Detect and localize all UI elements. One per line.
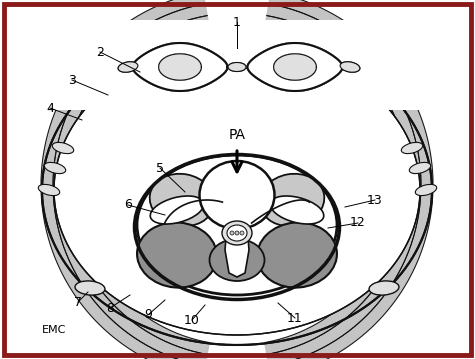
Polygon shape xyxy=(133,43,228,91)
Polygon shape xyxy=(247,43,342,91)
Ellipse shape xyxy=(75,281,105,295)
Polygon shape xyxy=(41,0,205,359)
Ellipse shape xyxy=(235,231,239,235)
Text: 10: 10 xyxy=(184,313,200,326)
Text: 4: 4 xyxy=(46,102,54,115)
Text: 11: 11 xyxy=(287,312,303,325)
Ellipse shape xyxy=(150,174,214,226)
Text: 8: 8 xyxy=(106,302,114,314)
Ellipse shape xyxy=(54,45,420,335)
Ellipse shape xyxy=(137,223,217,288)
Ellipse shape xyxy=(222,221,252,245)
Ellipse shape xyxy=(340,62,360,72)
Ellipse shape xyxy=(52,143,74,154)
Text: 9: 9 xyxy=(144,308,152,322)
Ellipse shape xyxy=(240,231,244,235)
Ellipse shape xyxy=(209,239,265,281)
Polygon shape xyxy=(225,225,249,277)
Ellipse shape xyxy=(200,161,275,229)
Polygon shape xyxy=(65,15,209,354)
Polygon shape xyxy=(267,4,421,359)
Polygon shape xyxy=(159,54,201,80)
Text: EMC: EMC xyxy=(42,325,66,335)
Text: 12: 12 xyxy=(350,216,366,229)
Polygon shape xyxy=(274,54,316,80)
Polygon shape xyxy=(247,43,342,91)
Text: 2: 2 xyxy=(96,46,104,59)
Ellipse shape xyxy=(230,231,234,235)
Ellipse shape xyxy=(228,62,246,71)
Text: PA: PA xyxy=(228,128,246,142)
Text: 6: 6 xyxy=(124,199,132,211)
Ellipse shape xyxy=(137,155,337,295)
Text: 3: 3 xyxy=(68,74,76,87)
Ellipse shape xyxy=(150,196,204,224)
Ellipse shape xyxy=(415,185,437,196)
Ellipse shape xyxy=(270,196,324,224)
Polygon shape xyxy=(269,0,433,359)
Ellipse shape xyxy=(260,174,324,226)
Ellipse shape xyxy=(118,62,138,72)
Polygon shape xyxy=(274,54,316,80)
Polygon shape xyxy=(265,15,409,354)
Ellipse shape xyxy=(340,62,360,72)
Text: 5: 5 xyxy=(156,162,164,174)
Polygon shape xyxy=(53,4,207,359)
Ellipse shape xyxy=(44,162,66,174)
Ellipse shape xyxy=(118,62,138,72)
Ellipse shape xyxy=(401,143,423,154)
Ellipse shape xyxy=(409,162,431,174)
Text: 1: 1 xyxy=(233,15,241,28)
Ellipse shape xyxy=(369,281,399,295)
Text: 7: 7 xyxy=(74,295,82,308)
Bar xyxy=(30,20,445,110)
Ellipse shape xyxy=(257,223,337,288)
Polygon shape xyxy=(159,54,201,80)
Ellipse shape xyxy=(228,62,246,71)
Text: 13: 13 xyxy=(367,194,383,206)
Ellipse shape xyxy=(38,185,60,196)
Polygon shape xyxy=(133,43,228,91)
Ellipse shape xyxy=(227,225,247,241)
